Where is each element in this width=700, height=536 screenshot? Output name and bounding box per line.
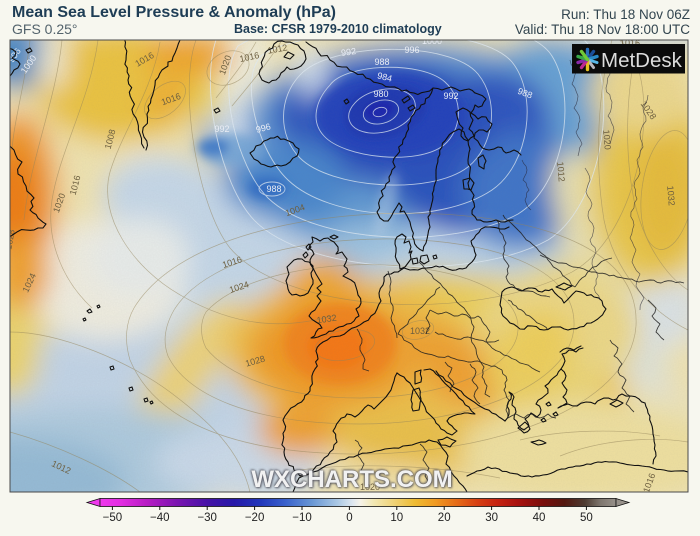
svg-text:MetDesk: MetDesk — [601, 49, 683, 72]
svg-text:10: 10 — [390, 512, 403, 524]
svg-text:0: 0 — [346, 512, 352, 524]
svg-text:40: 40 — [533, 512, 546, 524]
svg-text:−10: −10 — [292, 512, 312, 524]
svg-text:20: 20 — [438, 512, 451, 524]
svg-text:−20: −20 — [245, 512, 265, 524]
svg-text:30: 30 — [485, 512, 498, 524]
svg-text:−30: −30 — [197, 512, 217, 524]
svg-text:50: 50 — [580, 512, 593, 524]
svg-text:−50: −50 — [103, 512, 123, 524]
svg-text:−40: −40 — [150, 512, 170, 524]
